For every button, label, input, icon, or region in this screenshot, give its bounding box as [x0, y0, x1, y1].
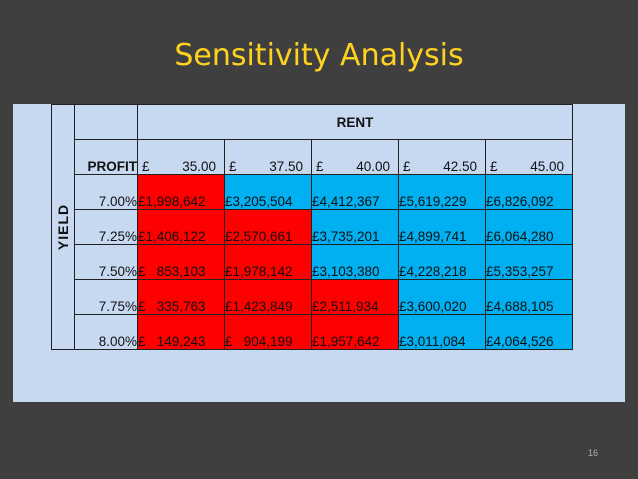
- profit-value-cell: £3,600,020: [398, 279, 486, 315]
- profit-value-cell: £3,011,084: [398, 314, 486, 350]
- profit-value-cell: £4,064,526: [485, 314, 573, 350]
- rent-value-cell: £45.00: [485, 139, 573, 175]
- profit-value-cell: £1,957,642: [311, 314, 399, 350]
- rent-value-cell: £37.50: [224, 139, 312, 175]
- yield-axis-cell: YIELD: [51, 104, 75, 350]
- rent-header-row: YIELD RENT: [51, 104, 573, 350]
- rent-amount: 40.00: [356, 159, 390, 174]
- profit-value-cell: £ 904,199: [224, 314, 312, 350]
- rent-amount: 42.50: [443, 159, 477, 174]
- profit-value-cell: £5,619,229: [398, 174, 486, 210]
- yield-value-cell: 7.75%: [74, 279, 138, 315]
- slide-number: 16: [588, 448, 599, 458]
- profit-value-cell: £5,353,257: [485, 244, 573, 280]
- profit-value-cell: £ 853,103: [137, 244, 225, 280]
- sensitivity-table: YIELD RENT PROFIT £35.00 £37.50 £40.00 £42.…: [51, 104, 573, 350]
- profit-value-cell: £6,826,092: [485, 174, 573, 210]
- yield-axis-label: YIELD: [55, 203, 71, 251]
- rent-amount: 45.00: [530, 159, 564, 174]
- blank-header-cell: [74, 104, 138, 140]
- profit-value-cell: £2,511,934: [311, 279, 399, 315]
- yield-value-cell: 7.25%: [74, 209, 138, 245]
- currency-symbol: £: [403, 159, 411, 174]
- profit-value-cell: £1,998,642: [137, 174, 225, 210]
- table-row: 8.00% £ 149,243 £ 904,199 £1,957,642 £3,011,…: [52, 314, 573, 350]
- profit-value-cell: £2,570,661: [224, 209, 312, 245]
- profit-value-cell: £3,103,380: [311, 244, 399, 280]
- profit-value-cell: £ 335,763: [137, 279, 225, 315]
- slide-title: Sensitivity Analysis: [174, 38, 464, 73]
- profit-value-cell: £6,064,280: [485, 209, 573, 245]
- table-row: 7.50% £ 853,103 £1,978,142 £3,103,380 £4,228…: [52, 244, 573, 280]
- profit-value-cell: £3,205,504: [224, 174, 312, 210]
- rent-amount: 37.50: [269, 159, 303, 174]
- profit-value-cell: £4,688,105: [485, 279, 573, 315]
- profit-value-cell: £1,423,849: [224, 279, 312, 315]
- table-row: 7.75% £ 335,763 £1,423,849 £2,511,934 £3,600…: [52, 279, 573, 315]
- rent-amount: 35.00: [182, 159, 216, 174]
- rent-value-cell: £40.00: [311, 139, 399, 175]
- currency-symbol: £: [142, 159, 150, 174]
- profit-value-cell: £1,978,142: [224, 244, 312, 280]
- profit-value-cell: £4,412,367: [311, 174, 399, 210]
- yield-value-cell: 7.00%: [74, 174, 138, 210]
- rent-axis-label: RENT: [137, 104, 573, 140]
- profit-value-cell: £4,228,218: [398, 244, 486, 280]
- currency-symbol: £: [229, 159, 237, 174]
- profit-value-cell: £1,406,122: [137, 209, 225, 245]
- table-row: 7.00% £1,998,642 £3,205,504 £4,412,367 £5,61…: [52, 174, 573, 210]
- rent-values-row: PROFIT £35.00 £37.50 £40.00 £42.50 £45.00: [52, 139, 573, 175]
- rent-value-cell: £35.00: [137, 139, 225, 175]
- table-row: 7.25% £1,406,122 £2,570,661 £3,735,201 £4,89…: [52, 209, 573, 245]
- profit-corner-label: PROFIT: [74, 139, 138, 175]
- currency-symbol: £: [490, 159, 498, 174]
- profit-value-cell: £4,899,741: [398, 209, 486, 245]
- profit-value-cell: £ 149,243: [137, 314, 225, 350]
- currency-symbol: £: [316, 159, 324, 174]
- rent-value-cell: £42.50: [398, 139, 486, 175]
- yield-value-cell: 8.00%: [74, 314, 138, 350]
- yield-value-cell: 7.50%: [74, 244, 138, 280]
- profit-value-cell: £3,735,201: [311, 209, 399, 245]
